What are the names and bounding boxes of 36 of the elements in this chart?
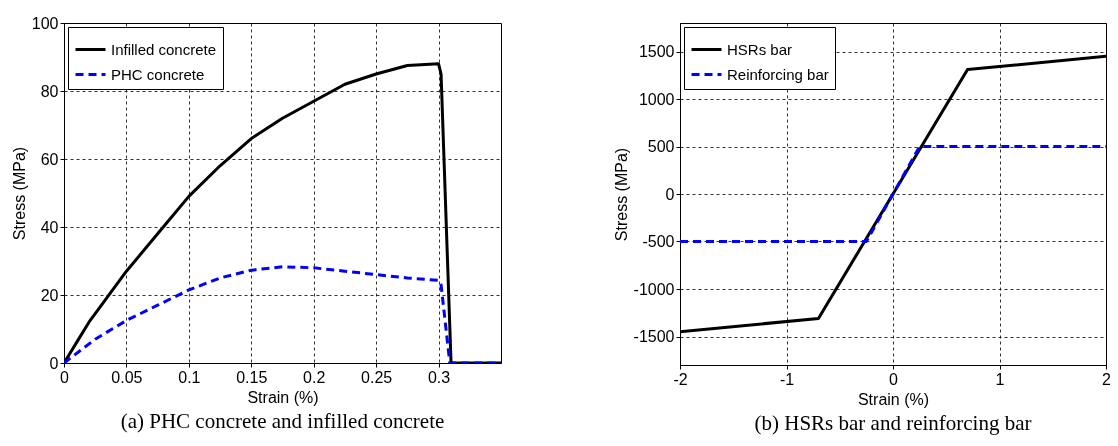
x-tick-label: 0.2	[303, 368, 326, 386]
x-tick-label: -2	[673, 370, 688, 388]
y-tick-label: -1000	[633, 280, 675, 298]
x-tick-label: 0	[889, 370, 899, 388]
y-tick-label: 0	[49, 354, 59, 372]
x-tick-label: 1	[995, 370, 1005, 388]
y-axis-title: Stress (MPa)	[10, 146, 28, 241]
x-tick-label: 0.25	[361, 368, 393, 386]
y-tick-label: 80	[40, 82, 59, 100]
y-tick-label: 0	[665, 185, 675, 203]
y-tick-label: 100	[31, 14, 59, 32]
y-tick-label: 60	[40, 150, 59, 168]
y-tick-label: 500	[647, 138, 675, 155]
x-tick-label: -1	[779, 370, 795, 388]
x-tick-label: 2	[1102, 370, 1112, 388]
x-tick-label: 0	[60, 368, 70, 386]
y-tick-label: -500	[642, 233, 675, 250]
y-tick-label: 20	[40, 286, 59, 304]
legend-label: Infilled concrete	[111, 40, 217, 58]
x-axis-title: Strain (%)	[857, 390, 930, 408]
text: (b) HSRs bar and reinforcing bar	[754, 411, 1032, 435]
legend-label: Reinforcing bar	[727, 65, 829, 83]
y-tick-label: 1000	[638, 90, 675, 108]
y-tick-label: 1500	[638, 43, 675, 60]
y-tick-label: -1500	[633, 328, 675, 345]
line-series	[64, 265, 501, 363]
y-axis-title: Stress (MPa)	[612, 147, 630, 242]
text: (a) PHC concrete and infilled concrete	[120, 409, 445, 433]
legend-label: HSRs bar	[727, 40, 793, 58]
y-tick-label: 40	[40, 218, 59, 236]
x-tick-label: 0.15	[236, 368, 268, 386]
legend-label: PHC concrete	[111, 65, 205, 83]
x-tick-label: 0.3	[427, 368, 451, 386]
x-tick-label: 0.1	[178, 368, 201, 386]
x-axis-title: Strain (%)	[247, 388, 319, 406]
x-tick-label: 0.05	[111, 368, 143, 386]
